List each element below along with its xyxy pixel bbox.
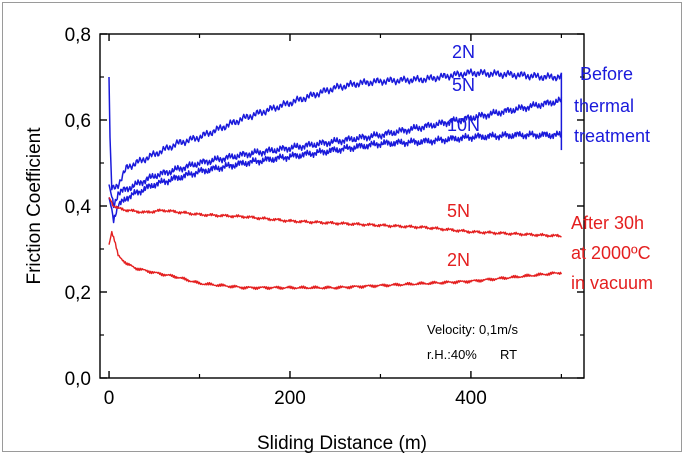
annotation-after-line1: After 30h [571,213,644,233]
annotation-temperature: RT [500,347,517,362]
annotation-red-5n: 5N [447,201,470,221]
series-line-2n-after [108,230,563,291]
x-tick-label: 200 [274,388,306,409]
annotation-layer: 2N 5N 10N Before thermal treatment 5N 2N… [427,42,653,362]
x-tick-label: 400 [455,388,487,409]
y-tick-label: 0,6 [65,111,91,132]
annotation-blue-2n: 2N [452,42,475,62]
axis-ticks: 0 200 400 0,0 0,2 0,4 0,6 0,8 [65,25,584,409]
annotation-blue-10n: 10N [447,115,480,135]
annotation-red-2n: 2N [447,250,470,270]
series-line-2n-before [108,68,563,191]
annotation-before-line3: treatment [574,126,650,146]
y-tick-label: 0,4 [65,197,92,218]
series-line-5n-after [108,197,562,238]
y-tick-label: 0,8 [65,25,91,46]
y-tick-label: 0,0 [65,369,91,390]
annotation-before-line1: Before [580,64,633,84]
series-layer [108,68,563,291]
annotation-after-line2: at 2000ºC [571,243,651,263]
annotation-before-line2: thermal [574,96,634,116]
y-tick-label: 0,2 [65,283,91,304]
annotation-humidity: r.H.:40% [427,347,477,362]
x-axis-title: Sliding Distance (m) [257,433,427,454]
series-line-10n-before [108,130,563,224]
x-tick-label: 0 [104,388,115,409]
chart-frame [2,2,682,452]
series-line-5n-before [108,96,563,209]
annotation-after-line3: in vacuum [571,273,653,293]
y-axis-title: Friction Coefficient [24,127,45,285]
annotation-blue-5n: 5N [452,75,475,95]
annotation-velocity: Velocity: 0,1m/s [427,322,519,337]
